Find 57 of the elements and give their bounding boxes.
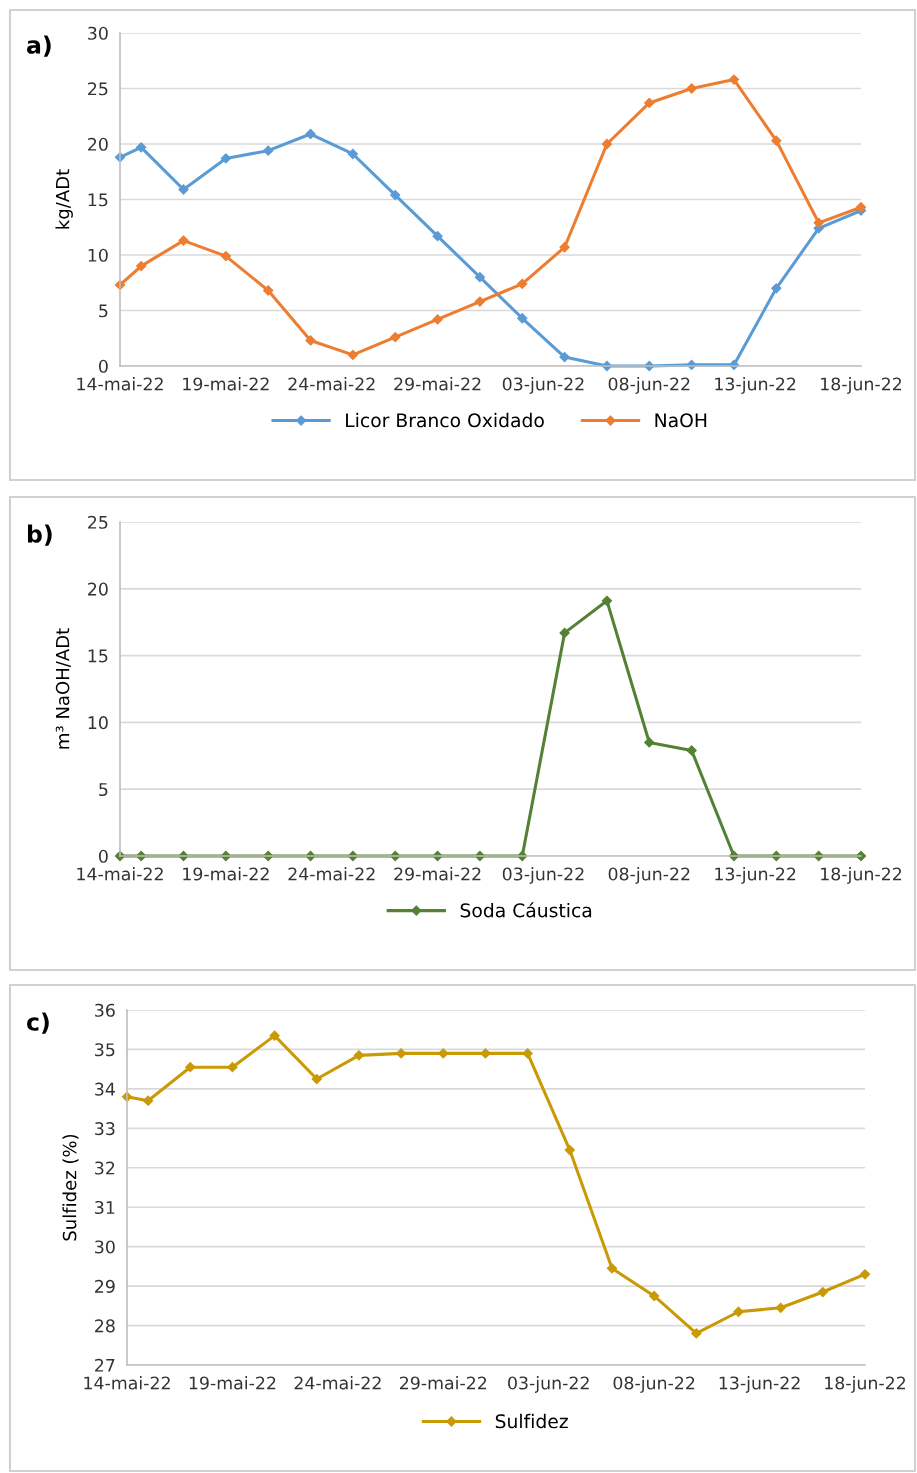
y-axis-title: kg/ADt	[55, 169, 73, 229]
x-tick-label: 29-mai-22	[400, 1376, 487, 1390]
y-tick-label: 32	[95, 1161, 115, 1175]
y-tick-label: 31	[95, 1200, 115, 1215]
x-tick-label: 18-jun-22	[821, 377, 902, 394]
x-tick-label: 18-jun-22	[821, 867, 902, 884]
y-axis-title: m³ NaOH/ADt	[55, 628, 71, 749]
legend-label: Sulfidez	[495, 1413, 568, 1429]
y-axis-title: Sulfidez (%)	[62, 1134, 79, 1241]
y-tick-label: 25	[88, 515, 108, 529]
y-tick-label: 10	[88, 248, 108, 262]
x-tick-label: 08-jun-22	[608, 867, 690, 884]
legend-label: NaOH	[655, 413, 707, 428]
x-tick-label: 13-jun-22	[719, 1376, 800, 1393]
y-tick-label: 20	[88, 582, 108, 596]
y-tick-label: 20	[88, 137, 108, 151]
y-tick-label: 35	[95, 1043, 115, 1057]
y-tick-label: 5	[99, 783, 108, 797]
y-tick-label: 27	[95, 1358, 115, 1372]
y-tick-label: 5	[99, 304, 108, 318]
x-tick-label: 03-jun-22	[508, 1376, 589, 1393]
x-tick-label: 19-mai-22	[183, 377, 269, 391]
x-tick-label: 14-mai-22	[84, 1376, 170, 1390]
y-tick-label: 0	[98, 849, 108, 863]
chart-title: c)	[27, 1012, 49, 1034]
y-tick-label: 30	[88, 26, 108, 40]
x-tick-label: 14-mai-22	[77, 377, 163, 391]
x-tick-label: 03-jun-22	[502, 867, 584, 884]
legend-label: Soda Cáustica	[460, 902, 592, 918]
y-tick-label: 0	[98, 359, 108, 373]
x-tick-label: 08-jun-22	[613, 1376, 695, 1393]
y-tick-label: 28	[95, 1319, 115, 1333]
y-tick-label: 15	[88, 649, 108, 663]
y-tick-label: 36	[95, 1003, 115, 1017]
x-tick-label: 13-jun-22	[715, 867, 796, 884]
x-tick-label: 19-mai-22	[189, 1376, 276, 1390]
x-tick-label: 14-mai-22	[77, 867, 163, 881]
y-tick-label: 34	[95, 1082, 115, 1096]
legend-label: Licor Branco Oxidado	[346, 412, 544, 428]
y-tick-label: 30	[95, 1240, 115, 1254]
y-tick-label: 10	[88, 716, 108, 730]
x-tick-label: 18-jun-22	[825, 1376, 906, 1393]
y-tick-label: 25	[88, 82, 108, 96]
chart-title: a)	[27, 35, 51, 57]
x-tick-label: 29-mai-22	[394, 867, 481, 881]
x-tick-label: 13-jun-22	[715, 377, 796, 394]
x-tick-label: 29-mai-22	[394, 377, 481, 391]
y-tick-label: 15	[88, 193, 108, 207]
x-tick-label: 08-jun-22	[608, 377, 690, 394]
x-tick-label: 24-mai-22	[294, 1376, 381, 1390]
x-tick-label: 24-mai-22	[288, 867, 375, 881]
x-tick-label: 03-jun-22	[502, 377, 584, 394]
chart-title: b)	[27, 524, 52, 546]
y-tick-label: 29	[95, 1279, 115, 1293]
x-tick-label: 19-mai-22	[183, 867, 269, 881]
x-tick-label: 24-mai-22	[288, 377, 375, 391]
y-tick-label: 33	[95, 1122, 115, 1136]
